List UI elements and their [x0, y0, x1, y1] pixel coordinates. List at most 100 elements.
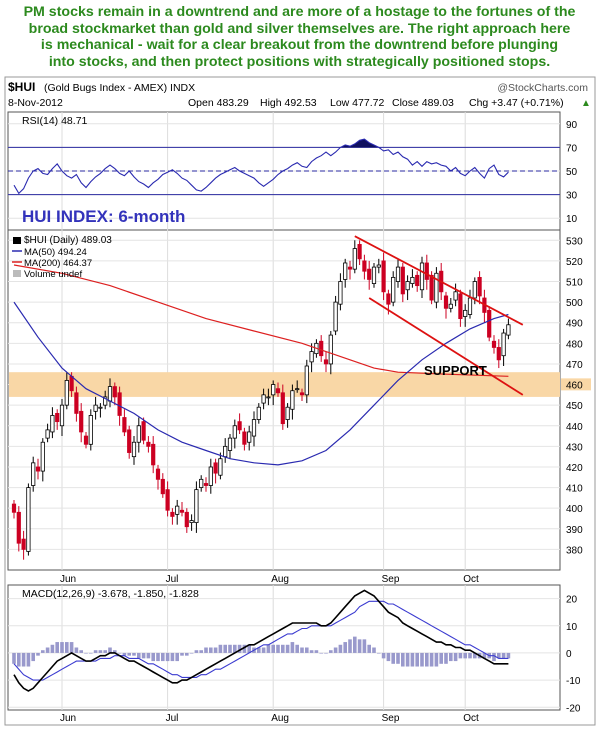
- candle-body: [223, 445, 228, 458]
- macd-histogram-bar: [185, 652, 189, 656]
- price-tick-label: 500: [566, 298, 583, 309]
- macd-histogram-bar: [65, 642, 69, 653]
- candle-body: [213, 462, 218, 474]
- candle-body: [405, 281, 410, 291]
- macd-histogram-bar: [338, 644, 343, 653]
- macd-histogram-bar: [233, 644, 237, 653]
- candle-body: [16, 511, 21, 544]
- last-price-tag: [561, 378, 591, 391]
- candle-body: [410, 276, 415, 284]
- volume-legend-swatch: [13, 270, 21, 277]
- high-label: High 492.53: [260, 97, 317, 109]
- candle-body: [261, 394, 266, 404]
- candle-body: [343, 262, 348, 280]
- candle-body: [127, 429, 132, 453]
- macd-histogram-bar: [122, 652, 127, 656]
- macd-histogram-bar: [401, 652, 405, 667]
- macd-histogram-bar: [281, 644, 285, 653]
- macd-histogram-bar: [348, 639, 352, 653]
- close-label: Close 489.03: [392, 97, 454, 109]
- macd-histogram-bar: [458, 652, 463, 659]
- candle-body: [242, 431, 247, 445]
- macd-histogram-bar: [429, 652, 434, 667]
- ma200-line: [13, 264, 509, 377]
- macd-histogram-bar: [261, 647, 266, 653]
- source-label: @StockCharts.com: [497, 82, 588, 94]
- price-legend-ma50: MA(50) 494.24: [24, 247, 87, 258]
- candle-body: [256, 406, 261, 420]
- macd-histogram-bar: [55, 642, 59, 653]
- candle-body: [391, 276, 396, 303]
- macd-histogram-bar: [17, 652, 21, 667]
- candle-body: [107, 386, 113, 402]
- price-legend-hui: $HUI (Daily) 489.03: [24, 235, 112, 246]
- rsi-tick-label: 90: [566, 120, 578, 131]
- macd-histogram-bar: [266, 644, 271, 653]
- symbol-name: (Gold Bugs Index - AMEX) INDX: [44, 82, 195, 94]
- candle-body: [467, 297, 473, 315]
- macd-histogram-bar: [329, 650, 333, 653]
- candle-body: [247, 431, 252, 443]
- change-label: Chg +3.47 (+0.71%): [469, 97, 564, 109]
- macd-histogram-bar: [117, 652, 122, 654]
- macd-histogram-bar: [285, 644, 290, 653]
- price-tick-label: 430: [566, 442, 583, 453]
- macd-histogram-bar: [161, 652, 165, 662]
- candle-body: [463, 309, 468, 317]
- macd-histogram-bar: [343, 642, 347, 653]
- macd-histogram-bar: [108, 647, 112, 653]
- macd-histogram-bar: [362, 639, 367, 653]
- price-tick-label: 390: [566, 525, 583, 536]
- candle-body: [227, 437, 233, 451]
- candle-body: [117, 392, 122, 416]
- macd-histogram-bar: [305, 647, 309, 653]
- headline-text: PM stocks remain in a downtrend and are …: [0, 4, 599, 70]
- macd-histogram-bar: [276, 644, 280, 653]
- axis-layer: Jun Jun Jul Jul Aug Aug Sep Sep Oct Oct 10 30 50 70 90…: [12, 120, 583, 724]
- rsi-tick-label: 70: [566, 143, 578, 154]
- symbol-label: $HUI: [8, 80, 35, 94]
- candle-body: [309, 351, 314, 363]
- macd-histogram-bar: [189, 652, 194, 654]
- candle-body: [362, 260, 367, 272]
- macd-histogram-bar: [170, 652, 175, 662]
- price-tick-label: 470: [566, 360, 583, 371]
- macd-histogram-bar: [103, 650, 107, 653]
- candle-body: [83, 435, 89, 445]
- candle-body: [415, 274, 420, 287]
- candle-body: [170, 511, 175, 517]
- macd-histogram-bar: [113, 650, 117, 653]
- macd-line: [13, 589, 509, 692]
- price-legend-volume: Volume undef: [24, 269, 82, 280]
- macd-histogram-bar: [127, 652, 131, 656]
- candle-body: [218, 458, 223, 476]
- candle-body: [506, 324, 511, 336]
- rsi-label: RSI(14) 48.71: [22, 115, 88, 127]
- macd-histogram-bar: [386, 652, 391, 662]
- macd-histogram-bar: [420, 652, 424, 667]
- candle-body: [179, 509, 185, 513]
- candle-body: [352, 248, 357, 270]
- candle-body: [290, 390, 295, 410]
- candle-body: [136, 425, 141, 443]
- candle-body: [45, 429, 50, 439]
- macd-histogram-bar: [89, 652, 93, 654]
- candle-body: [64, 380, 69, 406]
- macd-histogram-bar: [492, 652, 496, 662]
- candle-body: [381, 260, 386, 293]
- candle-body: [501, 332, 506, 357]
- macd-histogram-bar: [367, 644, 371, 653]
- x-tick-label: Sep: [382, 713, 400, 724]
- candle-body: [367, 268, 372, 280]
- macd-histogram-bar: [396, 652, 400, 664]
- price-tick-label: 460: [566, 381, 583, 392]
- candle-body: [472, 281, 477, 299]
- macd-histogram-bar: [175, 652, 179, 662]
- candle-body: [98, 406, 103, 409]
- macd-histogram-bar: [271, 644, 275, 653]
- macd-histogram-bar: [425, 652, 429, 667]
- candle-body: [160, 478, 165, 495]
- macd-tick-label: -10: [566, 676, 581, 687]
- candle-body: [55, 412, 60, 423]
- candle-body: [26, 487, 31, 552]
